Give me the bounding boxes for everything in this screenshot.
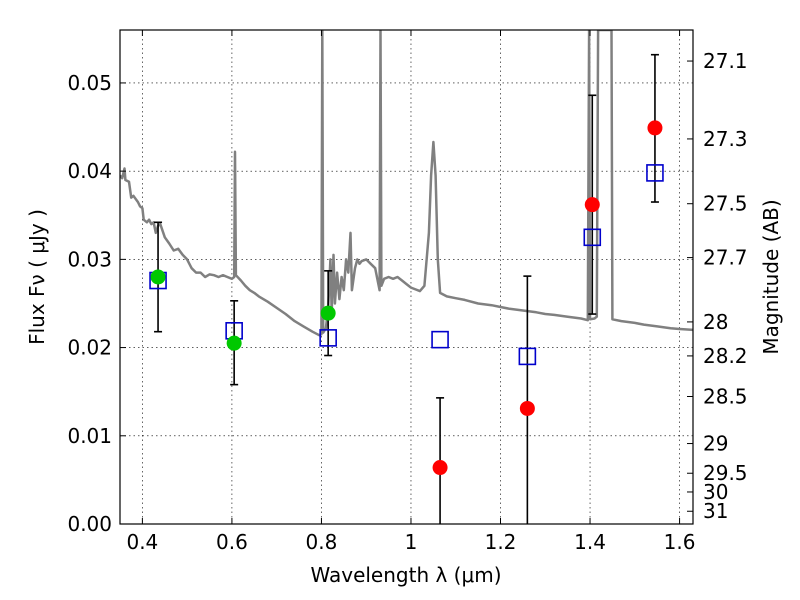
- y-tick-label: 0.04: [67, 159, 112, 183]
- model-point: [518, 347, 537, 366]
- y-tick-label: 0.03: [67, 247, 112, 271]
- detection-point: [226, 335, 242, 351]
- plot-frame: [119, 29, 694, 525]
- mag-tick-label: 29: [703, 432, 728, 456]
- model-point: [583, 228, 602, 247]
- y-tick-label: 0.05: [67, 71, 112, 95]
- red-point: [584, 197, 600, 213]
- y-tick-label: 0.02: [67, 336, 112, 360]
- model-point: [431, 330, 449, 349]
- mag-tick-label: 27.7: [703, 246, 748, 270]
- mag-tick-label: 28.5: [703, 384, 748, 408]
- mag-tick-label: 27.1: [703, 49, 748, 73]
- x-tick-label: 1.2: [485, 530, 517, 554]
- mag-tick-label: 29.5: [703, 461, 748, 485]
- model-point: [319, 329, 337, 347]
- mag-tick-label: 30: [703, 480, 728, 504]
- y-tick-label: 0.01: [67, 424, 112, 448]
- x-tick-label: 1.4: [574, 530, 606, 554]
- x-tick-label: 0.8: [306, 530, 338, 554]
- mag-tick-label: 31: [703, 499, 728, 523]
- ticks: 0.4 0.6 0.8 1 1.2 1.4 1.6 0.00 0.01 0.02 0.03 0.04 0…: [67, 30, 748, 554]
- model-point: [646, 164, 664, 182]
- x-tick-label: 0.4: [126, 530, 158, 554]
- y-axis-label: Flux Fν ( μJy ): [25, 209, 49, 345]
- mag-tick-label: 28.2: [703, 344, 748, 368]
- detection-point: [320, 305, 336, 321]
- mag-tick-label: 27.5: [703, 192, 748, 216]
- red-point: [647, 120, 663, 136]
- x-axis-label: Wavelength λ (μm): [310, 563, 501, 587]
- plot-clipped-group: [120, 30, 693, 524]
- red-point: [432, 460, 448, 476]
- x-tick-label: 1: [405, 530, 418, 554]
- y2-axis-label: Magnitude (AB): [759, 199, 783, 354]
- mag-tick-label: 28: [703, 310, 728, 334]
- x-tick-label: 1.6: [664, 530, 696, 554]
- x-tick-label: 0.6: [216, 530, 248, 554]
- y-tick-label: 0.00: [67, 512, 112, 536]
- plot-area: [120, 30, 693, 524]
- mag-tick-label: 27.3: [703, 127, 748, 151]
- detection-point: [150, 269, 166, 285]
- red-point: [519, 400, 535, 416]
- template-spectrum-line: [120, 30, 693, 337]
